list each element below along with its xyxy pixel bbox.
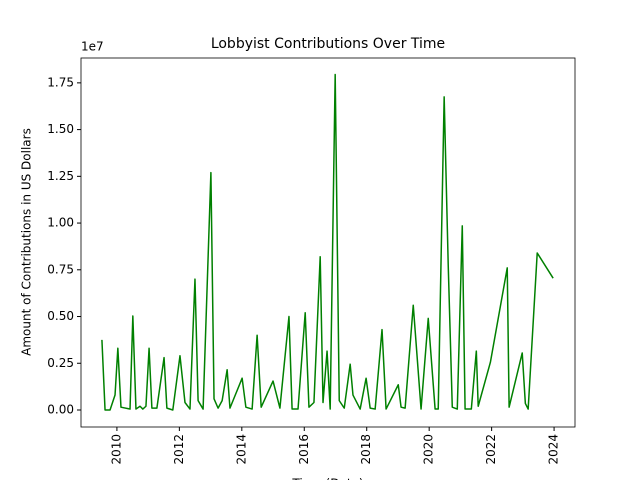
y-tick-label: 1.25 xyxy=(47,169,74,183)
y-offset-text: 1e7 xyxy=(81,40,104,54)
x-tick-label: 2014 xyxy=(234,434,248,465)
y-axis-label: Amount of Contributions in US Dollars xyxy=(20,128,34,356)
x-tick-label: 2018 xyxy=(359,434,373,465)
x-tick-label: 2022 xyxy=(484,434,498,465)
data-line xyxy=(101,73,554,411)
y-tick-label: 0.25 xyxy=(47,356,74,370)
y-tick-label: 0.50 xyxy=(47,309,74,323)
x-tick-label: 2016 xyxy=(297,434,311,465)
x-tick-label: 2010 xyxy=(109,434,123,465)
x-axis-label: Time (Date) xyxy=(291,477,363,480)
y-tick-label: 1.50 xyxy=(47,122,74,136)
y-tick-label: 0.75 xyxy=(47,262,74,276)
y-tick-label: 0.00 xyxy=(47,402,74,416)
plot-frame xyxy=(80,57,576,428)
y-tick-label: 1.00 xyxy=(47,216,74,230)
y-tick-label: 1.75 xyxy=(47,75,74,89)
x-tick-label: 2024 xyxy=(547,434,561,465)
x-tick-label: 2020 xyxy=(422,434,436,465)
chart-title: Lobbyist Contributions Over Time xyxy=(211,36,445,52)
x-tick-label: 2012 xyxy=(172,434,186,465)
